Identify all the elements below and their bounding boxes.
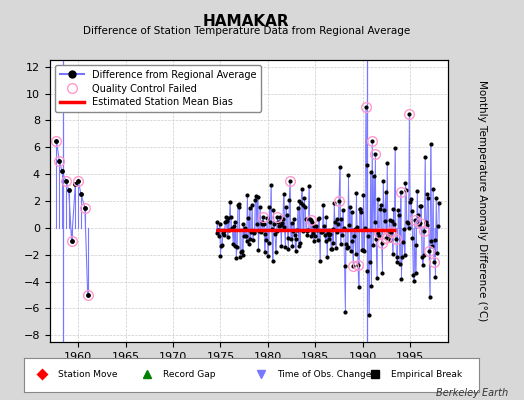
Text: HAMAKAR: HAMAKAR — [203, 14, 290, 29]
Y-axis label: Monthly Temperature Anomaly Difference (°C): Monthly Temperature Anomaly Difference (… — [477, 80, 487, 322]
Text: Empirical Break: Empirical Break — [390, 370, 462, 379]
Text: Record Gap: Record Gap — [162, 370, 215, 379]
Text: Difference of Station Temperature Data from Regional Average: Difference of Station Temperature Data f… — [83, 26, 410, 36]
Text: Station Move: Station Move — [58, 370, 117, 379]
Text: Berkeley Earth: Berkeley Earth — [436, 388, 508, 398]
Legend: Difference from Regional Average, Quality Control Failed, Estimated Station Mean: Difference from Regional Average, Qualit… — [54, 65, 261, 112]
Text: Time of Obs. Change: Time of Obs. Change — [277, 370, 371, 379]
